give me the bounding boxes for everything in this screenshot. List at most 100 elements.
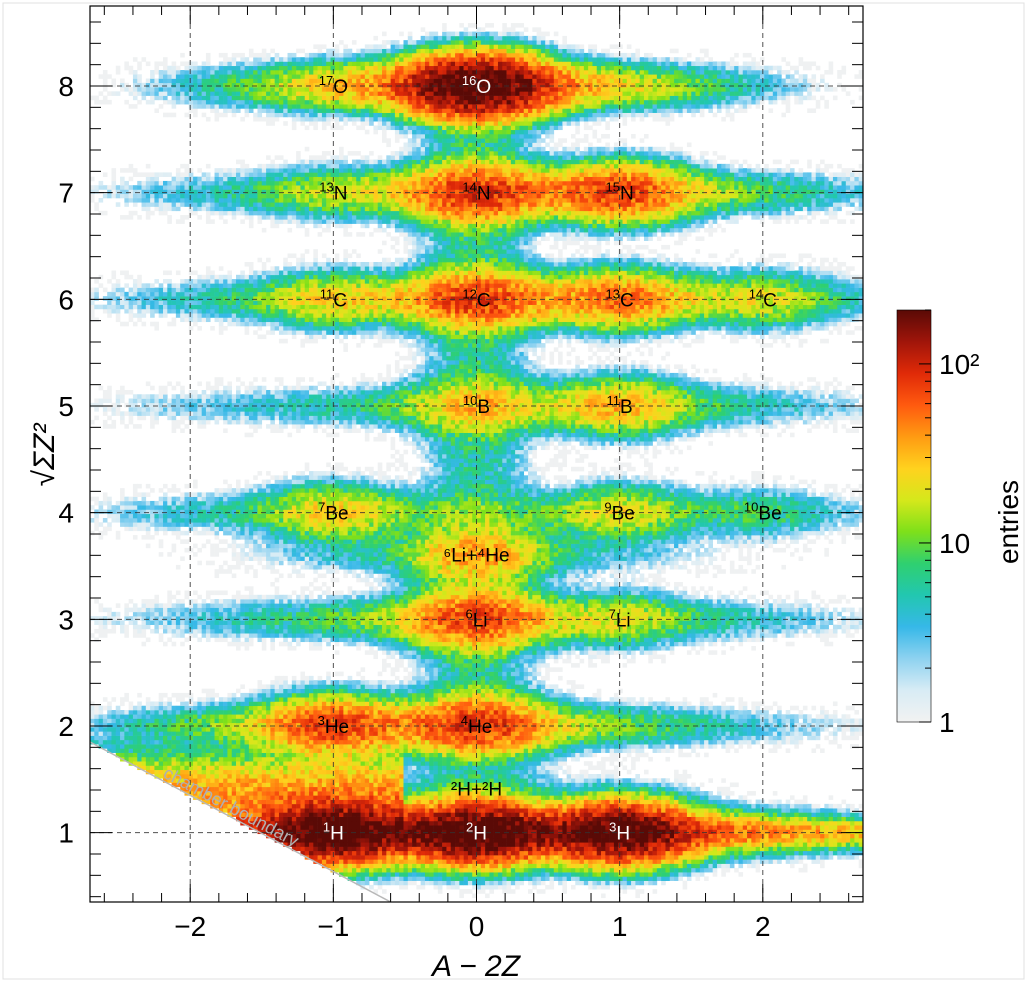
heatmap-cell [244, 765, 250, 771]
heatmap-cell [412, 833, 417, 839]
heatmap-cell [442, 872, 447, 877]
heatmap-cell [317, 791, 323, 796]
heatmap-cell [729, 799, 735, 805]
heatmap-cell [437, 846, 443, 852]
heatmap-cell [566, 739, 572, 745]
heatmap-cell [661, 872, 666, 877]
heatmap-cell [493, 816, 499, 822]
heatmap-cell [777, 825, 782, 830]
heatmap-cell [399, 855, 404, 860]
heatmap-cell [751, 838, 756, 843]
heatmap-cell [596, 833, 602, 839]
heatmap-cell [343, 739, 348, 745]
heatmap-cell [751, 842, 756, 847]
heatmap-cell [609, 880, 615, 886]
heatmap-cell [828, 820, 834, 826]
heatmap-cell [712, 795, 718, 800]
heatmap-cell [579, 748, 585, 753]
heatmap-cell [635, 812, 640, 817]
heatmap-cell [824, 855, 829, 860]
heatmap-cell [433, 752, 439, 758]
heatmap-cell [394, 739, 400, 745]
heatmap-cell [382, 727, 387, 732]
heatmap-cell [317, 774, 323, 779]
heatmap-cell [369, 735, 374, 741]
heatmap-cell [429, 850, 434, 856]
heatmap-cell [394, 855, 400, 860]
heatmap-cell [820, 846, 825, 852]
heatmap-cell [669, 833, 675, 839]
heatmap-cell [699, 808, 705, 813]
heatmap-cell [347, 778, 353, 783]
heatmap-cell [635, 774, 640, 779]
heatmap-cell [394, 846, 400, 852]
heatmap-cell [313, 752, 318, 758]
heatmap-cell [399, 761, 404, 766]
heatmap-cell [360, 799, 366, 805]
heatmap-cell [622, 803, 628, 809]
heatmap-cell [437, 855, 443, 860]
heatmap-cell [553, 867, 559, 873]
heatmap-cell [528, 829, 533, 835]
heatmap-cell [699, 744, 705, 749]
heatmap-cell [459, 893, 464, 899]
heatmap-cell [390, 816, 396, 822]
heatmap-cell [613, 799, 619, 805]
heatmap-cell [351, 808, 357, 813]
heatmap-cell [261, 812, 267, 817]
heatmap-cell [613, 872, 619, 877]
heatmap-cell [622, 799, 628, 805]
heatmap-cell [613, 739, 619, 745]
heatmap-cell [420, 722, 426, 728]
heatmap-cell [742, 731, 748, 736]
heatmap-cell [601, 791, 606, 796]
heatmap-cell [287, 722, 293, 728]
heatmap-cell [674, 803, 679, 809]
heatmap-cell [201, 791, 207, 796]
heatmap-cell [403, 722, 409, 728]
heatmap-cell [326, 850, 331, 856]
heatmap-cell [493, 825, 499, 830]
heatmap-cell [579, 867, 585, 873]
heatmap-cell [356, 782, 361, 788]
heatmap-cell [820, 863, 825, 869]
heatmap-cell [446, 812, 452, 817]
heatmap-cell [416, 846, 421, 852]
heatmap-cell [635, 731, 640, 736]
heatmap-cell [635, 744, 640, 749]
heatmap-cell [253, 778, 258, 783]
heatmap-cell [824, 808, 829, 813]
heatmap-cell [313, 838, 318, 843]
heatmap-cell [669, 846, 675, 852]
heatmap-cell [382, 761, 387, 766]
heatmap-cell [463, 816, 469, 822]
heatmap-cell [407, 778, 413, 783]
heatmap-cell [446, 872, 452, 877]
heatmap-cell [373, 731, 379, 736]
heatmap-cell [794, 739, 799, 745]
heatmap-cell [351, 744, 357, 749]
heatmap-cell [300, 722, 306, 728]
heatmap-cell [390, 820, 396, 826]
heatmap-cell [433, 756, 439, 762]
heatmap-cell [708, 820, 713, 826]
heatmap-cell [399, 859, 404, 864]
heatmap-cell [429, 838, 434, 843]
heatmap-cell [643, 786, 649, 792]
heatmap-cell [631, 850, 636, 856]
heatmap-cell [180, 782, 185, 788]
heatmap-cell [480, 859, 486, 864]
heatmap-cell [485, 735, 490, 741]
heatmap-cell [236, 761, 241, 766]
heatmap-cell [480, 816, 486, 822]
heatmap-cell [781, 739, 786, 745]
heatmap-cell [240, 774, 245, 779]
heatmap-cell [257, 744, 263, 749]
heatmap-cell [420, 752, 426, 758]
heatmap-cell [540, 838, 546, 843]
heatmap-cell [158, 774, 164, 779]
heatmap-cell [768, 829, 774, 835]
heatmap-cell [764, 846, 769, 852]
heatmap-cell [785, 859, 791, 864]
heatmap-cell [523, 791, 529, 796]
